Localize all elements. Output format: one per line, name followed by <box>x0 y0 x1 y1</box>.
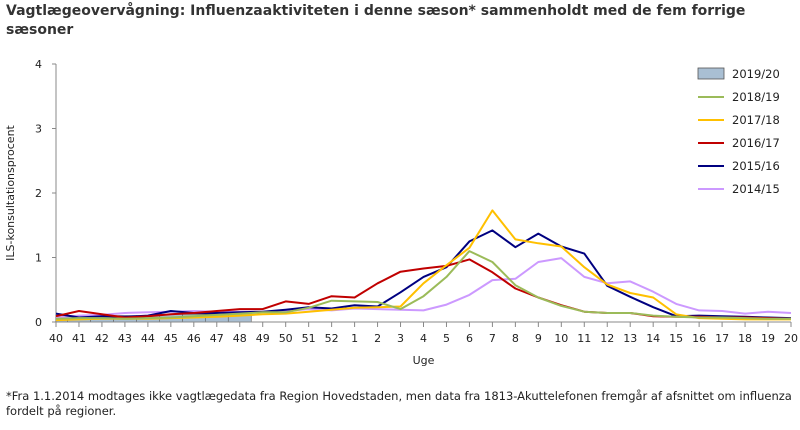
y-tick-label: 4 <box>35 58 42 71</box>
x-tick-label: 50 <box>279 332 293 345</box>
x-tick-label: 40 <box>49 332 63 345</box>
y-tick-label: 1 <box>35 252 42 265</box>
chart-title: Vagtlægeovervågning: Influenzaaktivitete… <box>6 3 746 38</box>
x-tick-label: 51 <box>302 332 316 345</box>
legend-swatch-2019-20 <box>697 67 725 80</box>
y-tick-label: 3 <box>35 123 42 136</box>
x-tick-label: 8 <box>512 332 519 345</box>
x-tick-label: 12 <box>600 332 614 345</box>
x-tick-label: 19 <box>761 332 775 345</box>
x-tick-label: 6 <box>466 332 473 345</box>
x-tick-label: 18 <box>738 332 752 345</box>
legend-label-2017-18: 2017/18 <box>732 113 780 127</box>
legend-label-2014-15: 2014/15 <box>732 182 780 196</box>
x-tick-label: 43 <box>118 332 132 345</box>
x-tick-label: 41 <box>72 332 86 345</box>
x-tick-label: 42 <box>95 332 109 345</box>
legend-label-2019-20: 2019/20 <box>732 67 780 81</box>
legend-label-2016-17: 2016/17 <box>732 136 780 150</box>
series-line-2014-15 <box>55 257 792 319</box>
x-tick-label: 9 <box>535 332 542 345</box>
legend-label-2018-19: 2018/19 <box>732 90 780 104</box>
x-tick-label: 16 <box>692 332 706 345</box>
series-line-2017-18 <box>55 209 791 322</box>
series-line-2018-19 <box>55 250 791 320</box>
y-tick-label: 2 <box>35 187 42 200</box>
x-tick-label: 48 <box>233 332 247 345</box>
x-tick-label: 1 <box>351 332 358 345</box>
legend-label-2015-16: 2015/16 <box>732 159 780 173</box>
x-tick-label: 49 <box>256 332 270 345</box>
series-line-2015-16 <box>55 229 792 320</box>
y-tick-label: 0 <box>35 316 42 329</box>
x-tick-label: 47 <box>210 332 224 345</box>
footnote: *Fra 1.1.2014 modtages ikke vagtlægedata… <box>6 389 792 418</box>
x-tick-label: 11 <box>577 332 591 345</box>
x-tick-label: 2 <box>374 332 381 345</box>
x-tick-label: 45 <box>164 332 178 345</box>
x-tick-label: 17 <box>715 332 729 345</box>
x-tick-label: 3 <box>397 332 404 345</box>
x-tick-label: 20 <box>784 332 798 345</box>
x-tick-label: 13 <box>623 332 637 345</box>
x-tick-label: 46 <box>187 332 201 345</box>
x-tick-label: 4 <box>420 332 427 345</box>
x-tick-label: 52 <box>325 332 339 345</box>
x-tick-label: 15 <box>669 332 683 345</box>
x-tick-label: 7 <box>489 332 496 345</box>
x-tick-label: 44 <box>141 332 155 345</box>
y-axis-title: ILS-konsultationsprocent <box>4 124 17 260</box>
x-tick-label: 14 <box>646 332 660 345</box>
x-tick-label: 5 <box>443 332 450 345</box>
x-axis-title: Uge <box>413 354 435 367</box>
x-tick-label: 10 <box>554 332 568 345</box>
